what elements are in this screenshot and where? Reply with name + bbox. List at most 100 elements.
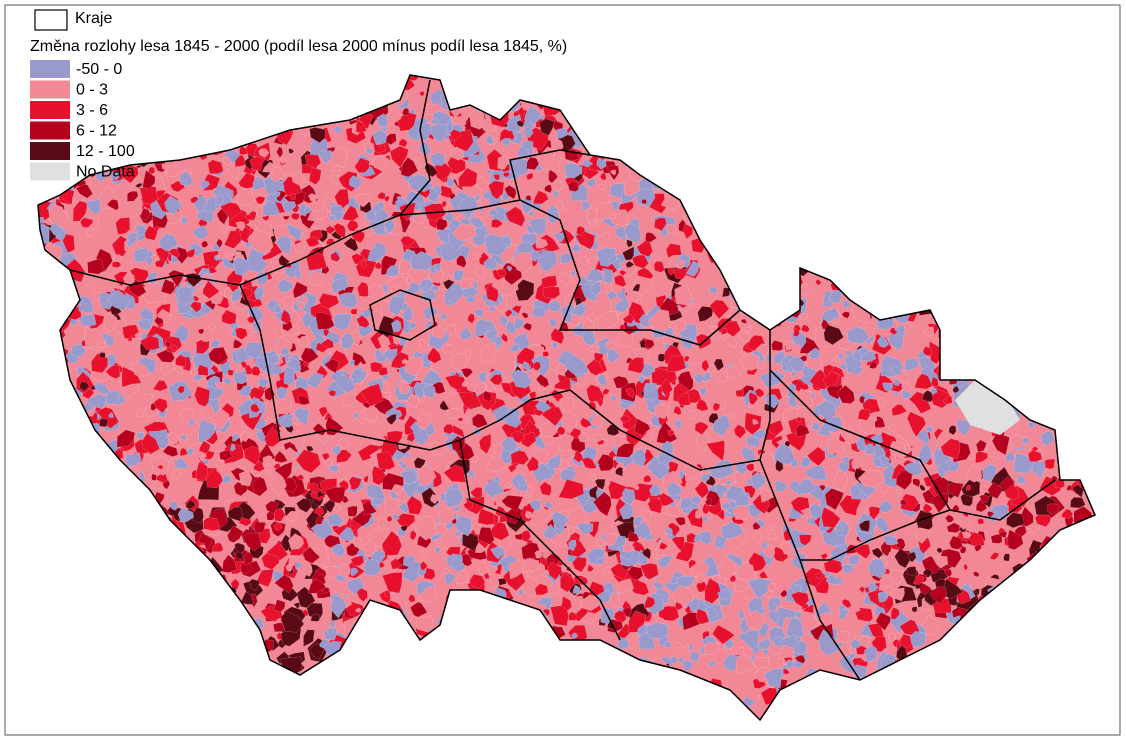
- municipality: [338, 437, 351, 449]
- municipality: [555, 200, 564, 210]
- municipality: [516, 106, 525, 116]
- municipality: [445, 323, 457, 336]
- municipality: [440, 313, 447, 321]
- municipality: [559, 252, 573, 264]
- municipality: [678, 656, 685, 664]
- municipality: [841, 311, 850, 319]
- municipality: [469, 574, 486, 589]
- municipality: [890, 568, 905, 585]
- municipality: [80, 217, 94, 228]
- municipality: [199, 455, 206, 462]
- municipality: [889, 424, 898, 432]
- municipality: [447, 154, 466, 175]
- municipality: [820, 307, 840, 323]
- municipality: [614, 298, 629, 313]
- municipality: [211, 542, 224, 552]
- municipality: [127, 191, 139, 202]
- municipality: [464, 417, 470, 425]
- municipality: [607, 346, 621, 363]
- municipality: [570, 270, 577, 277]
- municipality: [222, 554, 237, 573]
- municipality: [387, 515, 393, 522]
- municipality: [664, 527, 673, 536]
- municipality: [363, 475, 369, 483]
- municipality: [666, 223, 677, 234]
- municipality: [357, 281, 371, 297]
- municipality: [482, 477, 505, 499]
- municipality: [548, 169, 558, 184]
- municipality: [900, 493, 920, 512]
- municipality: [470, 487, 483, 500]
- municipality: [535, 400, 552, 412]
- municipality: [696, 431, 711, 451]
- municipality: [356, 315, 370, 329]
- municipality: [284, 425, 294, 434]
- municipality: [728, 413, 737, 420]
- municipality: [665, 243, 682, 259]
- municipality: [459, 327, 473, 340]
- municipality: [418, 339, 430, 352]
- municipality: [965, 485, 971, 491]
- municipality: [1006, 512, 1025, 529]
- municipality: [276, 235, 292, 255]
- municipality: [836, 631, 850, 643]
- municipality: [141, 433, 160, 455]
- municipality: [441, 567, 449, 576]
- municipality: [262, 455, 275, 466]
- municipality: [581, 200, 591, 211]
- municipality: [384, 496, 399, 515]
- municipality: [256, 568, 274, 588]
- municipality: [111, 260, 122, 268]
- municipality: [1005, 451, 1015, 462]
- municipality: [162, 445, 179, 457]
- municipality: [521, 312, 529, 319]
- municipality: [232, 433, 239, 442]
- municipality: [402, 272, 410, 279]
- municipality: [288, 555, 298, 566]
- municipality: [767, 532, 778, 540]
- municipality: [485, 135, 494, 146]
- municipality: [382, 572, 403, 594]
- municipality: [219, 449, 233, 461]
- municipality: [480, 197, 487, 204]
- municipality: [893, 378, 900, 387]
- municipality: [152, 380, 169, 392]
- municipality: [712, 402, 721, 412]
- municipality: [113, 271, 129, 287]
- municipality: [398, 138, 408, 148]
- municipality: [557, 432, 574, 452]
- municipality: [643, 474, 652, 483]
- municipality: [522, 322, 532, 331]
- municipality: [763, 545, 775, 559]
- municipality: [465, 496, 485, 515]
- municipality: [573, 449, 584, 463]
- municipality: [858, 586, 866, 594]
- municipality: [467, 313, 475, 324]
- municipality: [712, 415, 731, 438]
- municipality: [577, 576, 589, 586]
- municipality: [772, 350, 785, 365]
- municipality: [561, 409, 578, 435]
- municipality: [206, 467, 224, 489]
- municipality: [667, 522, 681, 537]
- municipality: [945, 514, 954, 523]
- municipality: [488, 306, 496, 313]
- municipality: [518, 587, 525, 596]
- municipality: [334, 504, 341, 512]
- municipality: [234, 542, 245, 553]
- municipality: [233, 339, 243, 349]
- municipality: [331, 445, 341, 456]
- municipality: [588, 313, 597, 322]
- municipality: [685, 388, 702, 404]
- municipality: [552, 181, 563, 192]
- municipality: [539, 481, 552, 496]
- municipality: [548, 299, 562, 312]
- municipality: [179, 407, 194, 425]
- municipality: [743, 696, 756, 708]
- municipality: [878, 500, 893, 513]
- municipality: [709, 286, 718, 294]
- municipality: [442, 344, 456, 354]
- municipality: [419, 549, 428, 558]
- municipality: [418, 141, 432, 156]
- municipality: [330, 251, 340, 263]
